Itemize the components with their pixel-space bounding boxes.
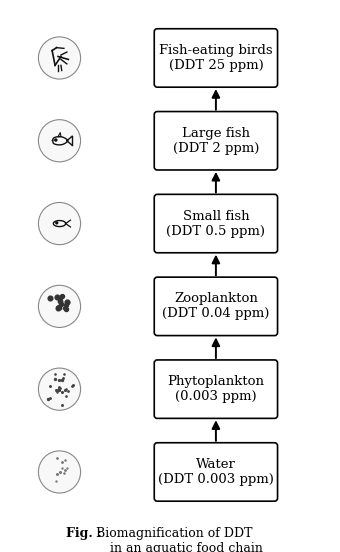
Text: Zooplankton
(DDT 0.04 ppm): Zooplankton (DDT 0.04 ppm)	[162, 293, 270, 320]
Text: Fig. :: Fig. :	[66, 527, 102, 540]
Text: Fish-eating birds
(DDT 25 ppm): Fish-eating birds (DDT 25 ppm)	[159, 44, 273, 72]
Text: Phytoplankton
(0.003 ppm): Phytoplankton (0.003 ppm)	[167, 375, 265, 403]
FancyBboxPatch shape	[154, 443, 277, 501]
Text: Large fish
(DDT 2 ppm): Large fish (DDT 2 ppm)	[173, 127, 259, 155]
FancyBboxPatch shape	[154, 194, 277, 253]
Text: Water
(DDT 0.003 ppm): Water (DDT 0.003 ppm)	[158, 458, 274, 486]
FancyBboxPatch shape	[154, 29, 277, 87]
Circle shape	[38, 203, 81, 245]
Text: Biomagnification of DDT
        in an aquatic food chain: Biomagnification of DDT in an aquatic fo…	[78, 527, 262, 552]
FancyBboxPatch shape	[154, 277, 277, 336]
Circle shape	[38, 451, 81, 493]
Circle shape	[56, 222, 58, 224]
Circle shape	[38, 368, 81, 410]
FancyBboxPatch shape	[154, 360, 277, 418]
FancyBboxPatch shape	[154, 112, 277, 170]
Circle shape	[55, 139, 57, 141]
Circle shape	[38, 285, 81, 327]
Text: Small fish
(DDT 0.5 ppm): Small fish (DDT 0.5 ppm)	[166, 210, 266, 237]
Circle shape	[38, 37, 81, 79]
Circle shape	[38, 120, 81, 162]
